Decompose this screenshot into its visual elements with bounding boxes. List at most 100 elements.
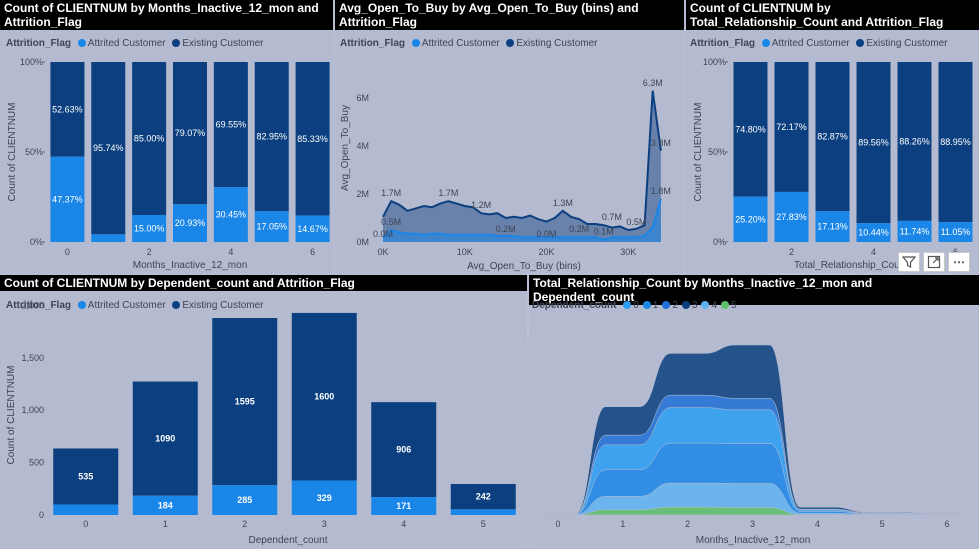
y-tick-label: 500 xyxy=(29,458,44,468)
y-axis-title: Avg_Open_To_Buy xyxy=(340,105,351,191)
data-label-existing: 85.00% xyxy=(134,134,165,144)
data-label: 0.0M xyxy=(536,229,556,239)
more-options-icon[interactable]: ⋯ xyxy=(948,252,970,272)
filter-icon[interactable] xyxy=(898,252,920,272)
data-label-existing: 1600 xyxy=(314,392,334,402)
x-tick-label: 1 xyxy=(163,519,168,529)
data-label-existing: 1595 xyxy=(235,397,255,407)
x-tick-label: 4 xyxy=(815,519,820,529)
data-label-attrited: 10.44% xyxy=(858,228,889,238)
y-tick-label: 50% xyxy=(708,147,726,157)
data-label-existing: 82.95% xyxy=(256,132,287,142)
plot-area: 0%50%100%74.80%25.20%72.17%27.83%82.87%1… xyxy=(686,0,979,273)
data-label-existing: 1090 xyxy=(155,434,175,444)
x-tick-label: 0 xyxy=(555,519,560,529)
data-label: 6.3M xyxy=(643,78,663,88)
data-label-attrited: 285 xyxy=(237,495,252,505)
y-axis-title: Count of CLIENTNUM xyxy=(7,103,18,202)
data-label: 0.7M xyxy=(602,212,622,222)
data-label-attrited: 17.13% xyxy=(817,222,848,232)
y-tick-label: 100% xyxy=(20,57,43,67)
data-label-attrited: 11.05% xyxy=(941,227,971,237)
y-tick-label: 4M xyxy=(356,141,369,151)
data-label-existing: 95.74% xyxy=(93,143,124,153)
x-tick-label: 6 xyxy=(944,519,949,529)
chart-panel-opentobuy[interactable]: Avg_Open_To_Buy by Avg_Open_To_Buy (bins… xyxy=(335,0,684,273)
x-tick-label: 2 xyxy=(789,247,794,257)
data-label-attrited: 14.67% xyxy=(297,224,328,234)
data-label-attrited: 11.74% xyxy=(900,226,930,236)
bar-attrited xyxy=(91,234,125,242)
y-tick-label: 0% xyxy=(30,237,43,247)
x-tick-label: 5 xyxy=(481,519,486,529)
data-label-attrited: 47.37% xyxy=(52,194,83,204)
y-tick-label: 2M xyxy=(356,189,369,199)
chart-panel-dependent[interactable]: Count of CLIENTNUM by Dependent_count an… xyxy=(0,275,527,549)
data-label-existing: 69.55% xyxy=(216,120,247,130)
chart-panel-inactive[interactable]: Count of CLIENTNUM by Months_Inactive_12… xyxy=(0,0,333,273)
y-tick-label: 1,500 xyxy=(21,353,44,363)
data-label-existing: 88.95% xyxy=(940,137,971,147)
data-label: 0.5M xyxy=(626,217,646,227)
data-label: 1.7M xyxy=(438,188,458,198)
plot-area: 05001,0001,5002,000535010901841159528521… xyxy=(0,275,527,549)
data-label-existing: 535 xyxy=(78,472,93,482)
focus-mode-icon[interactable] xyxy=(923,252,945,272)
plot-area: 0 1 2 3 4 5 6 Months_Inactive_12_mon xyxy=(529,275,979,549)
y-axis-title: Count of CLIENTNUM xyxy=(6,366,17,465)
data-label-attrited: 15.00% xyxy=(134,224,165,234)
data-label: 0.2M xyxy=(569,224,589,234)
data-label-attrited: 171 xyxy=(396,501,411,511)
data-label-existing: 82.87% xyxy=(817,132,848,142)
x-axis-title: Months_Inactive_12_mon xyxy=(133,260,248,271)
chart-panel-relationship[interactable]: Count of CLIENTNUM by Total_Relationship… xyxy=(686,0,979,273)
x-axis-title: Avg_Open_To_Buy (bins) xyxy=(467,261,581,272)
data-label-attrited: 184 xyxy=(158,500,173,510)
y-tick-label: 100% xyxy=(703,57,726,67)
x-tick-label: 6 xyxy=(310,247,315,257)
data-label-attrited: 27.83% xyxy=(776,212,807,222)
x-tick-label: 30K xyxy=(620,247,636,257)
data-label: 1.7M xyxy=(381,188,401,198)
x-tick-label: 3 xyxy=(750,519,755,529)
plot-area: 0%50%100%52.63%47.37%95.74%85.00%15.00%7… xyxy=(0,0,333,273)
x-tick-label: 4 xyxy=(871,247,876,257)
data-label-attrited: 30.45% xyxy=(216,210,247,220)
data-label-existing: 85.33% xyxy=(297,134,328,144)
data-label-existing: 906 xyxy=(396,445,411,455)
data-label: 0.5M xyxy=(381,217,401,227)
data-label-attrited: 20.93% xyxy=(175,218,206,228)
data-label-existing: 89.56% xyxy=(858,138,889,148)
x-tick-label: 5 xyxy=(880,519,885,529)
x-tick-label: 0 xyxy=(83,519,88,529)
data-label-attrited: 17.05% xyxy=(256,222,287,232)
x-tick-label: 3 xyxy=(322,519,327,529)
data-label-existing: 79.07% xyxy=(175,128,206,138)
y-tick-label: 0M xyxy=(356,237,369,247)
data-label: 0.0M xyxy=(373,229,393,239)
data-label: 0.1M xyxy=(594,227,614,237)
y-tick-label: 6M xyxy=(356,93,369,103)
x-tick-label: 2 xyxy=(685,519,690,529)
x-axis-title: Total_Relationship_Count xyxy=(794,260,908,271)
visual-toolbar: ⋯ xyxy=(898,252,970,272)
y-tick-label: 2,000 xyxy=(21,300,44,310)
plot-area: 0M 2M 4M 6M 0K 10K 20K 30K 1.7M 1.7M 1.2M 1.3M 0.7M 6… xyxy=(335,0,684,273)
data-label-existing: 242 xyxy=(476,492,491,502)
data-label-existing: 52.63% xyxy=(52,104,83,114)
y-tick-label: 0 xyxy=(39,510,44,520)
data-label-attrited: 25.20% xyxy=(735,214,766,224)
bar-attrited xyxy=(53,505,118,515)
data-label: 1.3M xyxy=(553,198,573,208)
y-tick-label: 0% xyxy=(713,237,726,247)
data-label: 1.8M xyxy=(651,186,671,196)
x-tick-label: 2 xyxy=(242,519,247,529)
chart-panel-ribbon[interactable]: Total_Relationship_Count by Months_Inact… xyxy=(529,275,979,549)
y-axis-title: Count of CLIENTNUM xyxy=(693,103,704,202)
data-label-attrited: 329 xyxy=(317,493,332,503)
data-label-existing: 88.26% xyxy=(899,136,930,146)
x-tick-label: 2 xyxy=(147,247,152,257)
x-axis-title: Dependent_count xyxy=(249,535,328,546)
x-tick-label: 0K xyxy=(377,247,388,257)
data-label: 1.2M xyxy=(471,200,491,210)
